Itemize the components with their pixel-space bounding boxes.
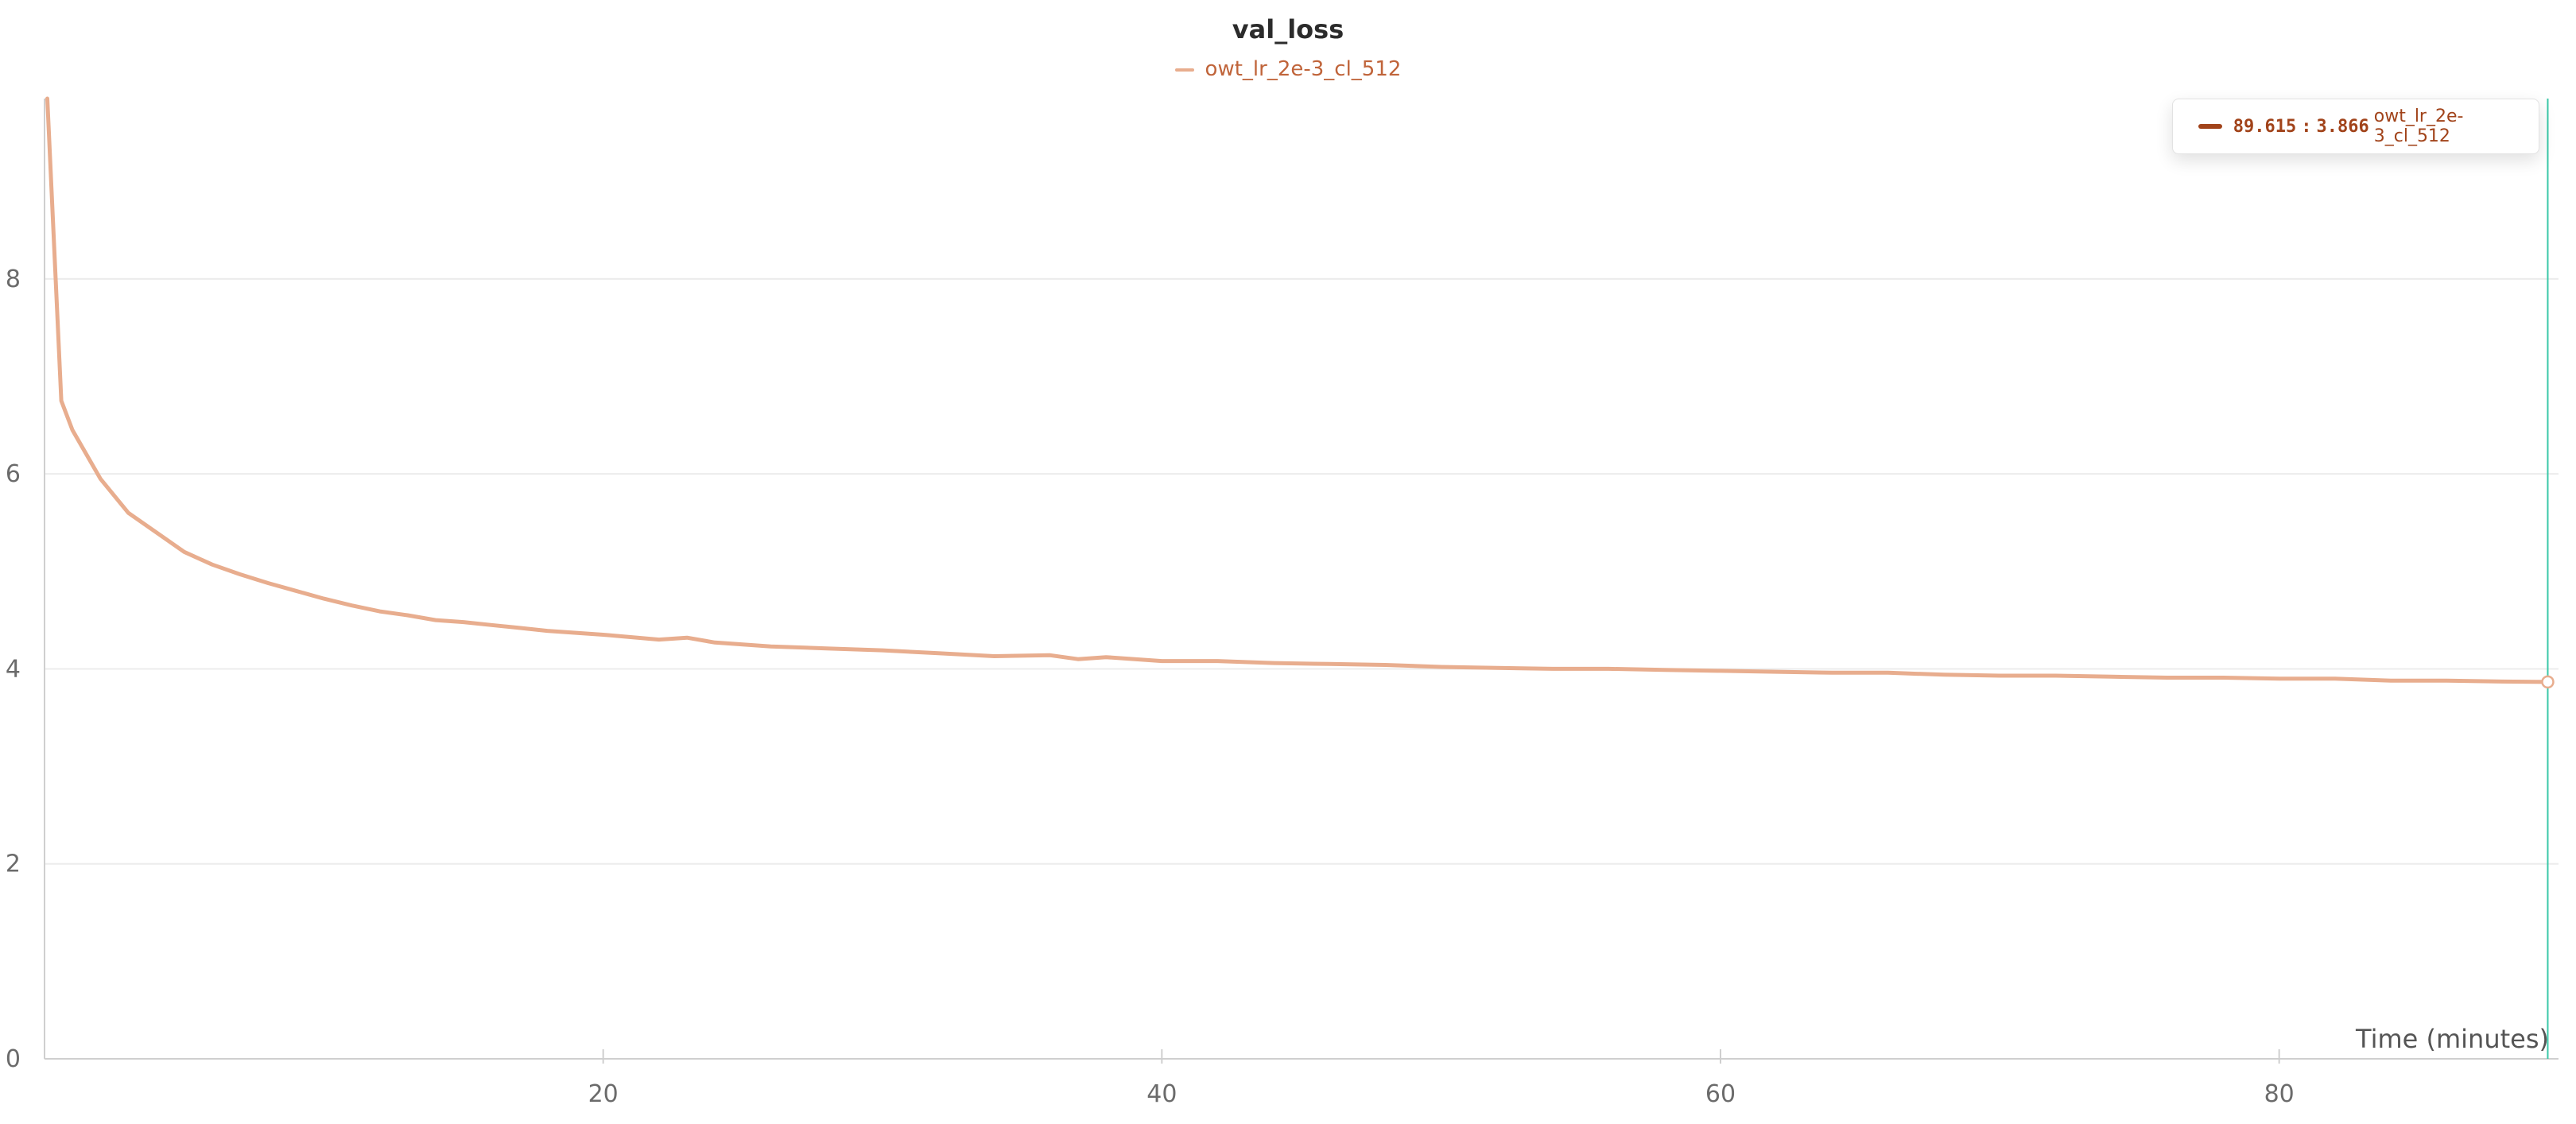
- y-tick-label: 8: [6, 265, 21, 293]
- chart-title: val_loss: [1232, 14, 1344, 45]
- tooltip-x-value: 89.615: [2233, 116, 2297, 137]
- x-axis-title: Time (minutes): [2355, 1024, 2549, 1054]
- x-tick-label: 20: [588, 1080, 619, 1108]
- tooltip-swatch: [2198, 124, 2222, 129]
- y-tick-label: 4: [6, 655, 21, 683]
- y-tick-label: 2: [6, 851, 21, 878]
- series-line-owt_lr_2e-3_cl_512[interactable]: [45, 96, 2550, 684]
- hover-tooltip: 89.615 : 3.866 owt_lr_2e-3_cl_512: [2172, 99, 2539, 154]
- legend-label: owt_lr_2e-3_cl_512: [1205, 57, 1402, 81]
- x-tick-label: 60: [1705, 1080, 1736, 1108]
- tooltip-y-value: 3.866: [2316, 116, 2369, 137]
- legend-swatch: [1174, 68, 1194, 72]
- tooltip-separator: :: [2301, 116, 2312, 137]
- y-tick-label: 6: [6, 460, 21, 488]
- tooltip-series-name: owt_lr_2e-3_cl_512: [2373, 107, 2464, 146]
- hover-point-marker: [2541, 675, 2555, 689]
- x-tick-label: 80: [2264, 1080, 2295, 1108]
- y-tick-label: 0: [6, 1045, 21, 1073]
- legend[interactable]: owt_lr_2e-3_cl_512: [0, 57, 2576, 81]
- x-tick-label: 40: [1146, 1080, 1177, 1108]
